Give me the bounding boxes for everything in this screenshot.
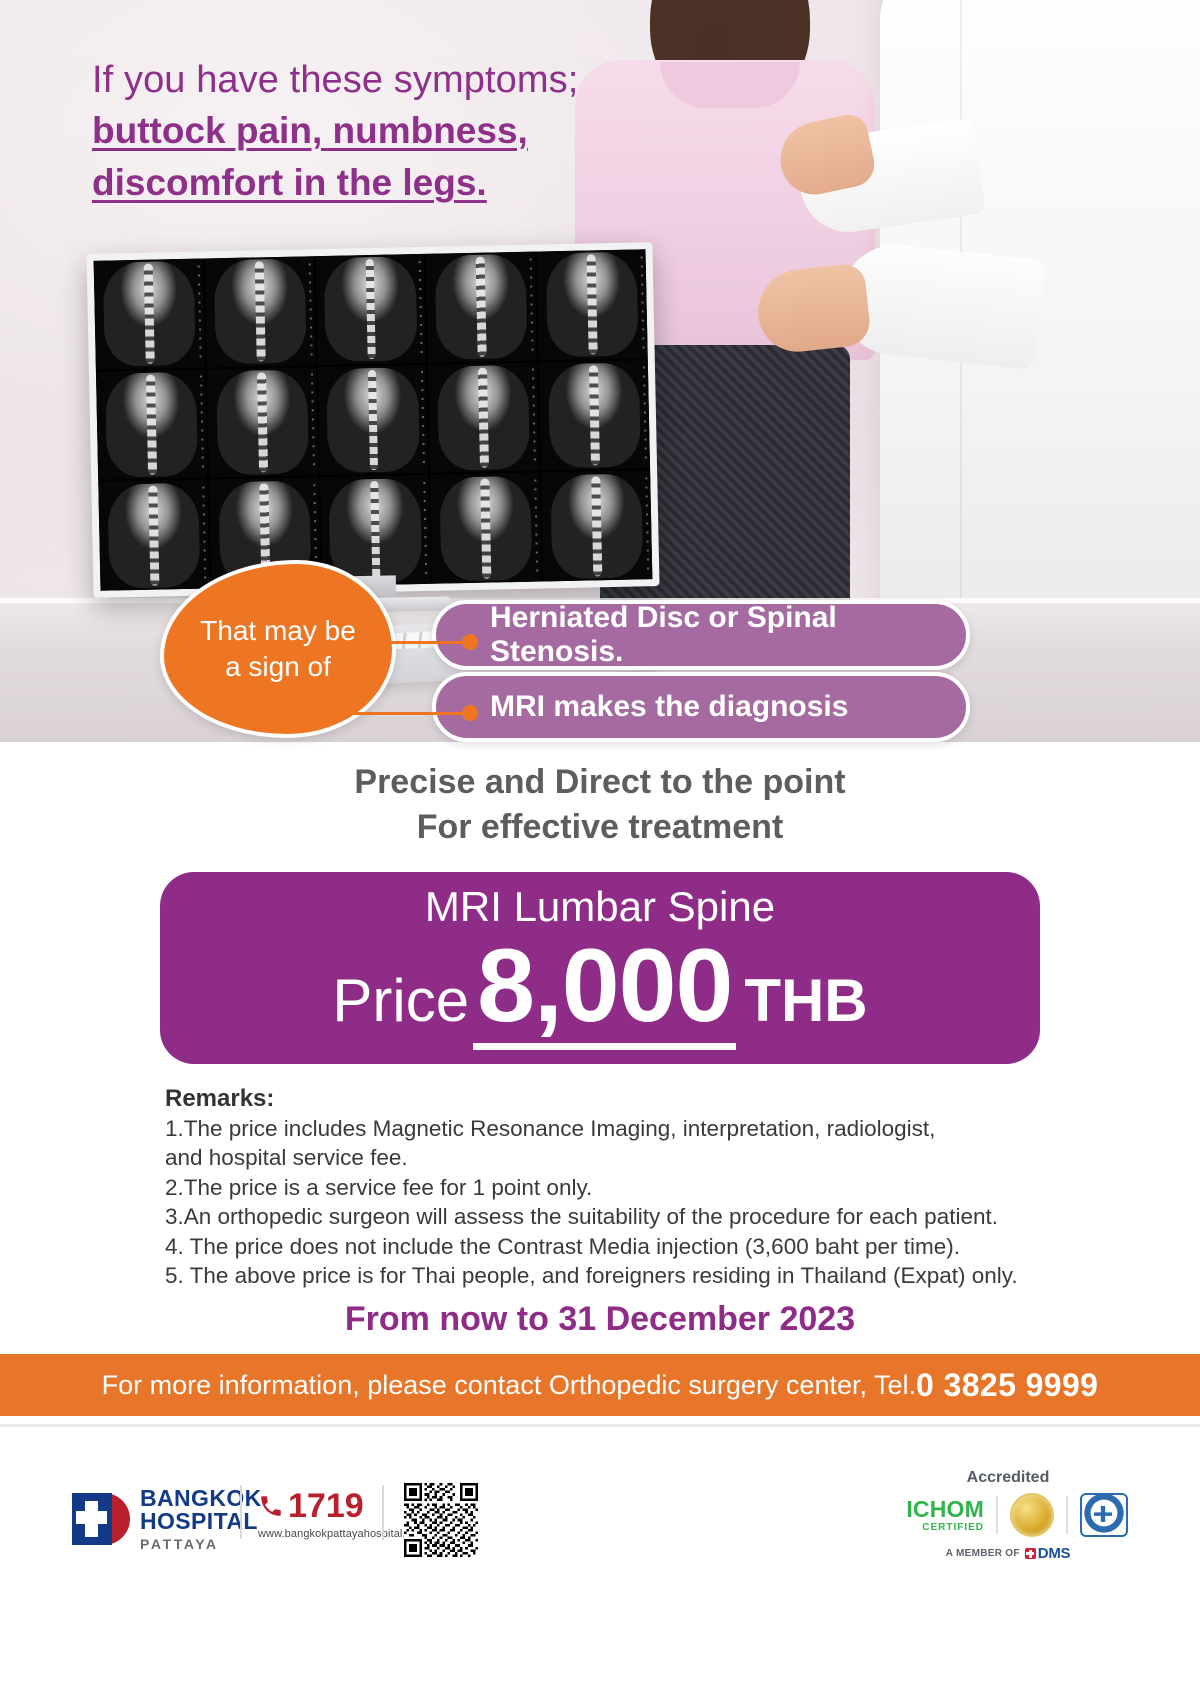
price-box: MRI Lumbar Spine Price 8,000 THB — [160, 872, 1040, 1064]
hotline-number[interactable]: 1719 — [288, 1487, 364, 1525]
callout-group: Herniated Disc or Spinal Stenosis. MRI m… — [0, 560, 1200, 750]
headline-line-2: buttock pain, numbness, — [92, 109, 528, 151]
gold-medal-icon — [1010, 1493, 1054, 1537]
ichom-name: ICHOM — [906, 1495, 984, 1522]
patient-collar — [660, 62, 800, 108]
subheading-line-1: Precise and Direct to the point — [354, 763, 846, 801]
remarks-list: 1.The price includes Magnetic Resonance … — [165, 1114, 1045, 1291]
mri-scan-cell — [204, 256, 316, 368]
price-amount: 8,000 — [473, 932, 737, 1050]
website-url[interactable]: www.bangkokpattayahospital.com — [258, 1528, 427, 1540]
mri-monitor — [86, 242, 660, 598]
qr-code[interactable] — [404, 1483, 478, 1557]
mri-scan-cell — [428, 362, 540, 474]
price-service-title: MRI Lumbar Spine — [424, 883, 776, 931]
remarks-block: Remarks: 1.The price includes Magnetic R… — [165, 1085, 1045, 1291]
ichom-certified-logo: ICHOM CERTIFIED — [906, 1495, 984, 1533]
subheading-block: Precise and Direct to the point For effe… — [0, 760, 1200, 850]
connector-line-1 — [360, 641, 470, 644]
bangkok-hospital-logo: BANGKOK HOSPITAL PATTAYA — [72, 1487, 262, 1551]
price-label: Price — [332, 967, 470, 1035]
headline-line-3: discomfort in the legs. — [92, 162, 487, 204]
mri-scan-cell — [425, 251, 537, 363]
remark-item: and hospital service fee. — [165, 1145, 408, 1171]
mri-scan-cell — [536, 249, 648, 361]
mri-scan-cell — [206, 366, 318, 478]
mri-scan-grid — [93, 249, 653, 591]
blob-line-1: That may be — [200, 614, 356, 646]
bdms-name: DMS — [1037, 1545, 1071, 1562]
remark-item: 5. The above price is for Thai people, a… — [165, 1263, 1018, 1289]
phone-icon — [261, 1496, 281, 1516]
mri-scan-cell — [95, 369, 207, 481]
accreditation-divider — [996, 1496, 998, 1534]
hospital-name-line-1: BANGKOK — [140, 1485, 262, 1511]
bullet-dot-icon — [462, 705, 478, 721]
accredited-label: Accredited — [966, 1469, 1050, 1486]
remark-item: 3.An orthopedic surgeon will assess the … — [165, 1204, 998, 1230]
contact-bar-phone[interactable]: 0 3825 9999 — [916, 1366, 1099, 1403]
contact-bar: For more information, please contact Ort… — [0, 1354, 1200, 1416]
bdms-logo: DMS — [1024, 1545, 1071, 1562]
hospital-name-line-2: HOSPITAL — [140, 1508, 258, 1534]
accreditation-divider — [1066, 1496, 1068, 1534]
hotline-block: 1719 www.bangkokpattayahospital.com — [258, 1489, 427, 1540]
remarks-title: Remarks: — [165, 1085, 275, 1112]
footer-divider — [240, 1485, 242, 1539]
connector-line-2 — [300, 712, 470, 715]
bullet-dot-icon — [462, 634, 478, 650]
headline-block: If you have these symptoms; buttock pain… — [92, 56, 732, 210]
mri-scan-cell — [93, 258, 205, 370]
callout-pill-herniated-disc: Herniated Disc or Spinal Stenosis. — [432, 600, 970, 670]
hospital-cross-icon — [72, 1493, 130, 1545]
callout-pill-2-label: MRI makes the diagnosis — [490, 690, 849, 723]
blob-line-2: a sign of — [225, 651, 331, 682]
promotion-period: From now to 31 December 2023 — [344, 1300, 856, 1338]
remark-item: 1.The price includes Magnetic Resonance … — [165, 1116, 936, 1141]
orange-blob-callout: That may be a sign of — [160, 560, 396, 738]
hospital-branch: PATTAYA — [140, 1536, 219, 1552]
headline-line-1: If you have these symptoms; — [92, 59, 579, 101]
footer-divider — [382, 1485, 384, 1539]
mri-scan-cell — [315, 253, 427, 365]
contact-bar-text: For more information, please contact Ort… — [101, 1369, 917, 1400]
remark-item: 2.The price is a service fee for 1 point… — [165, 1174, 593, 1200]
bdms-member-block: A MEMBER OF DMS — [888, 1545, 1128, 1562]
price-currency: THB — [744, 967, 868, 1035]
subheading-line-2: For effective treatment — [416, 807, 784, 846]
footer: BANGKOK HOSPITAL PATTAYA 1719 www.bangko… — [0, 1424, 1200, 1696]
ichom-certified-label: CERTIFIED — [922, 1521, 984, 1533]
mri-scan-cell — [317, 364, 429, 476]
remark-item: 4. The price does not include the Contra… — [165, 1233, 961, 1259]
bdms-cross-icon — [1024, 1548, 1036, 1559]
mri-scan-cell — [539, 359, 651, 471]
accreditation-block: Accredited ICHOM CERTIFIED A MEMBER OF — [888, 1469, 1128, 1562]
price-row: Price 8,000 THB — [332, 932, 868, 1050]
member-of-label: A MEMBER OF — [945, 1548, 1020, 1559]
callout-pill-1-label: Herniated Disc or Spinal Stenosis. — [490, 601, 837, 668]
callout-pill-mri-diagnosis: MRI makes the diagnosis — [432, 672, 970, 742]
jci-accreditation-icon — [1080, 1493, 1128, 1537]
